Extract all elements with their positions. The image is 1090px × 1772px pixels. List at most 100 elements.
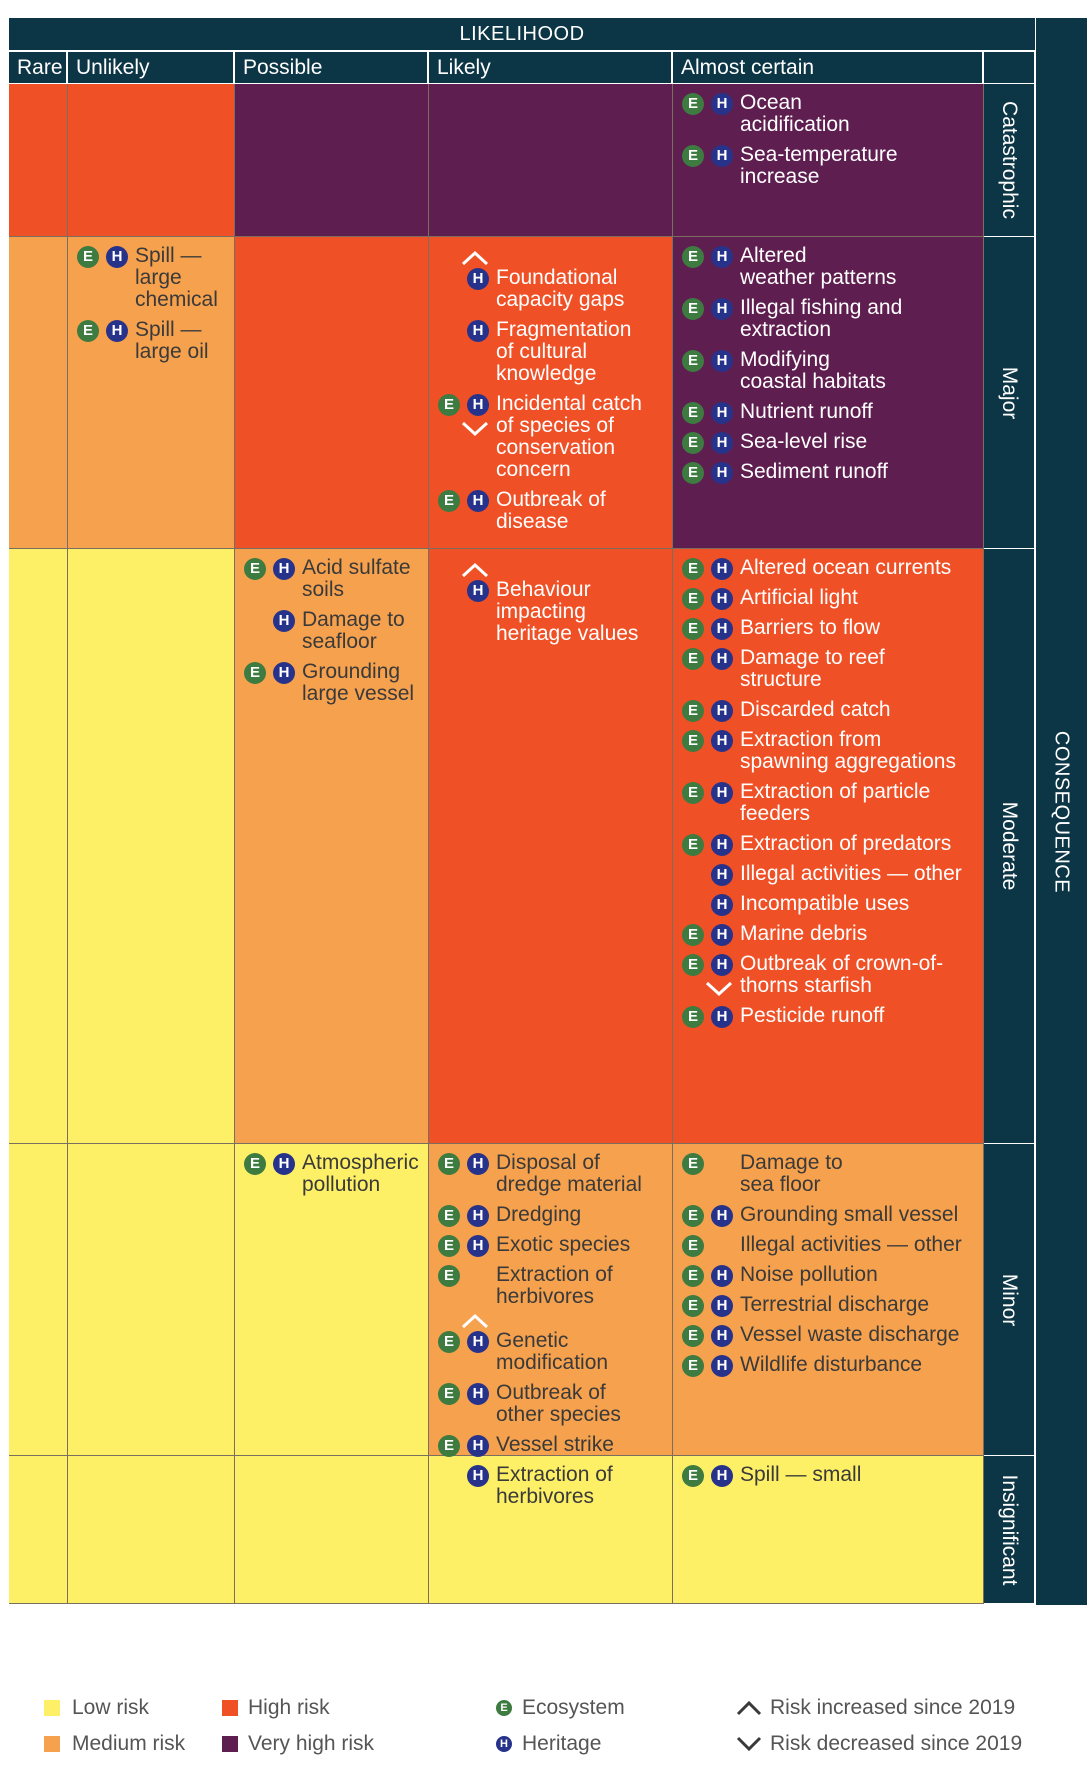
row-label-major: Major	[984, 237, 1034, 548]
threat-label-line: large vessel	[302, 682, 415, 705]
threat-item: E H Vessel strike	[429, 1434, 673, 1457]
matrix-cell-major-unlikely	[68, 237, 235, 549]
threat-item: E H Spill — small	[673, 1463, 984, 1487]
ecosystem-icon: E	[682, 730, 704, 752]
threat-item: E H Genetic modification	[429, 1313, 673, 1374]
ecosystem-icon: E	[682, 700, 704, 722]
matrix-cell-insignificant-rare	[9, 1456, 68, 1604]
threat-label-line: Sea-temperature	[740, 143, 898, 166]
threat-label-line: Ocean	[740, 91, 802, 114]
threat-item: E H Outbreak of disease	[429, 489, 673, 533]
heritage-icon: H	[711, 432, 733, 454]
row-label-text: Major	[998, 366, 1021, 419]
threat-label-line: concern	[496, 458, 571, 481]
threat-label-line: structure	[740, 668, 822, 691]
threat-label-line: Terrestrial discharge	[740, 1293, 930, 1316]
matrix-cell-insignificant-possible	[235, 1456, 429, 1604]
threat-label-line: knowledge	[496, 362, 597, 385]
ecosystem-icon: E	[682, 1465, 704, 1487]
heritage-icon: H	[711, 648, 733, 670]
threat-label-line: Exotic species	[496, 1233, 631, 1256]
ecosystem-icon: E	[682, 1205, 704, 1227]
threat-label-line: Spill — small	[740, 1463, 862, 1486]
ecosystem-icon: E	[438, 394, 460, 416]
ecosystem-icon: E	[244, 558, 266, 580]
threat-label-line: heritage values	[496, 622, 639, 645]
heritage-icon: H	[467, 320, 489, 342]
threat-item: E H Damage to reef structure	[673, 647, 984, 691]
ecosystem-icon: E	[438, 490, 460, 512]
ecosystem-icon: E	[682, 648, 704, 670]
heritage-icon: H	[711, 730, 733, 752]
threat-label-line: Behaviour	[496, 578, 591, 601]
risk-matrix: LIKELIHOOD CONSEQUENCE Rare Unlikely Possi…	[9, 18, 1087, 1605]
threat-item: H Behaviour impacting heritage values	[429, 562, 673, 645]
ecosystem-icon: E	[682, 298, 704, 320]
ecosystem-icon: E	[682, 1265, 704, 1287]
heritage-icon: H	[711, 1325, 733, 1347]
threat-item: E H Barriers to flow	[673, 617, 984, 640]
threat-label-line: Spill —	[135, 318, 202, 341]
threat-label-line: Genetic	[496, 1329, 569, 1352]
threat-item: E H Illegal fishing and extraction	[673, 297, 984, 341]
ecosystem-icon: E	[682, 618, 704, 640]
threat-label-line: Illegal activities — other	[740, 1233, 962, 1256]
ecosystem-icon: E	[682, 834, 704, 856]
heritage-icon: H	[711, 402, 733, 424]
matrix-cell-catastrophic-rare	[9, 84, 68, 237]
threat-item: E H Sediment runoff	[673, 461, 984, 484]
heritage-icon: H	[467, 580, 489, 602]
ecosystem-icon: E	[244, 662, 266, 684]
column-header-almost-certain: Almost certain	[673, 52, 982, 83]
row-label-insignificant: Insignificant	[984, 1456, 1034, 1603]
threat-label-line: Acid sulfate	[302, 556, 411, 579]
row-label-text: Insignificant	[998, 1474, 1021, 1585]
matrix-cell-minor-likely	[429, 1144, 673, 1456]
row-label-moderate: Moderate	[984, 549, 1034, 1143]
heritage-icon: H	[467, 1383, 489, 1405]
threat-label-line: Dredging	[496, 1203, 582, 1226]
row-label-text: Minor	[998, 1273, 1021, 1326]
threat-label-line: of cultural	[496, 340, 588, 363]
chevron-up-icon	[736, 1700, 762, 1716]
heritage-icon: H	[711, 1295, 733, 1317]
threat-label-line: Disposal of	[496, 1151, 600, 1174]
ecosystem-icon: E	[682, 558, 704, 580]
heritage-icon: H	[711, 700, 733, 722]
chevron-up-icon	[461, 1313, 489, 1329]
chevron-down-icon	[461, 421, 489, 437]
chevron-up-icon	[461, 250, 489, 266]
heritage-icon: H	[711, 894, 733, 916]
legend-heritage-label: Heritage	[522, 1732, 602, 1755]
threat-label-line: Illegal fishing and	[740, 296, 903, 319]
legend-low-swatch	[44, 1700, 60, 1716]
threat-item: E H Modifying coastal habitats	[673, 349, 984, 393]
heritage-icon: H	[711, 954, 733, 976]
threat-label-line: Extraction of predators	[740, 832, 952, 855]
threat-label-line: conservation	[496, 436, 616, 459]
column-header-rare: Rare	[9, 52, 66, 83]
ecosystem-icon: E	[438, 1383, 460, 1405]
row-label-catastrophic: Catastrophic	[984, 84, 1034, 236]
heritage-icon: H	[467, 1465, 489, 1487]
threat-label-line: Pesticide runoff	[740, 1004, 885, 1027]
ecosystem-icon: E	[682, 350, 704, 372]
threat-item: H Illegal activities — other	[673, 863, 984, 886]
threat-item: E H Outbreak of crown-of-thorns starfish	[673, 953, 984, 997]
threat-label-line: sea floor	[740, 1173, 821, 1196]
matrix-cell-insignificant-unlikely	[68, 1456, 235, 1604]
heritage-icon: H	[711, 924, 733, 946]
threat-item: E H Exotic species	[429, 1233, 673, 1257]
ecosystem-icon: E	[682, 1235, 704, 1257]
threat-item: H Foundational capacity gaps	[429, 250, 673, 311]
threat-label-line: large	[135, 266, 182, 289]
threat-item: E H Sea-level rise	[673, 431, 984, 454]
threat-label-line: extraction	[740, 318, 832, 341]
threat-label-line: chemical	[135, 288, 218, 311]
threat-list: E H Spill — large chemical E H Spill — large oil	[68, 237, 235, 371]
heritage-icon: H	[711, 618, 733, 640]
legend-medium-label: Medium risk	[72, 1732, 186, 1755]
chevron-up-icon	[461, 562, 489, 578]
threat-item: E H Noise pollution	[673, 1264, 984, 1287]
threat-label-line: Damage to reef	[740, 646, 885, 669]
